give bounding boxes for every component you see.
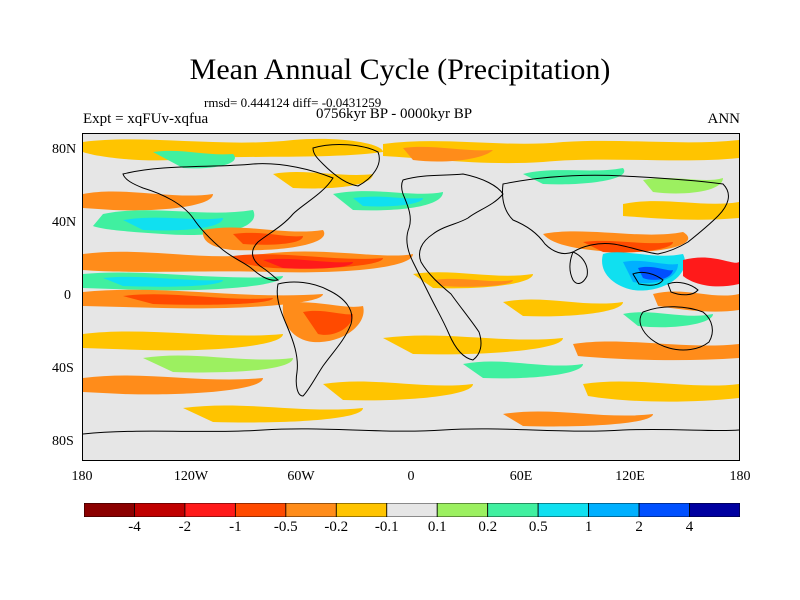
- map-panel: [82, 133, 740, 461]
- coastlines: [83, 144, 739, 435]
- lon-label-120w: 120W: [173, 469, 209, 484]
- colorbar-swatch: [184, 503, 236, 517]
- colorbar-label: 4: [685, 519, 694, 535]
- colorbar-label: 0.2: [478, 519, 498, 535]
- colorbar-label: 0.5: [528, 519, 548, 535]
- period-label: 0756kyr BP - 0000kyr BP: [316, 106, 473, 122]
- lon-label-60e: 60E: [509, 469, 533, 484]
- colorbar-swatch: [638, 503, 690, 517]
- lat-label-80s: 80S: [52, 434, 74, 449]
- colorbar-swatch: [436, 503, 489, 517]
- colorbar-label: 1: [584, 519, 593, 535]
- plot-title: Mean Annual Cycle (Precipitation): [189, 53, 611, 86]
- colorbar-label: -0.1: [374, 519, 399, 535]
- colorbar-swatch: [386, 503, 438, 517]
- stats-text: rmsd= 0.444124 diff= -0.0431259: [204, 95, 382, 110]
- colorbar-swatch: [285, 503, 337, 517]
- colorbar-label: -2: [178, 519, 192, 535]
- lon-label-180w: 180: [71, 469, 93, 484]
- lon-label-0: 0: [407, 469, 415, 484]
- lon-label-120e: 120E: [615, 469, 645, 484]
- colorbar-swatch: [84, 503, 135, 517]
- lat-label-40s: 40S: [52, 361, 74, 376]
- season-label: ANN: [707, 111, 741, 127]
- colorbar: [84, 503, 740, 517]
- lat-label-equator: 0: [64, 288, 71, 303]
- colorbar-swatch: [588, 503, 640, 517]
- colorbar-label: -0.2: [324, 519, 349, 535]
- colorbar-label: 2: [635, 519, 643, 535]
- colorbar-label: -4: [128, 519, 141, 535]
- colorbar-swatch: [487, 503, 539, 517]
- colorbar-swatch: [335, 503, 388, 517]
- lon-label-180e: 180: [729, 469, 751, 484]
- lon-label-60w: 60W: [287, 469, 315, 484]
- colorbar-label: 0.1: [427, 519, 447, 535]
- colorbar-swatch: [234, 503, 287, 517]
- colorbar-swatch: [537, 503, 590, 517]
- colorbar-swatch: [134, 503, 186, 517]
- experiment-label: Expt = xqFUv-xqfua: [83, 111, 209, 127]
- colorbar-label: -0.5: [273, 519, 298, 535]
- lat-label-40n: 40N: [52, 215, 77, 230]
- lat-label-80n: 80N: [52, 142, 77, 157]
- precipitation-map: [83, 134, 739, 460]
- colorbar-label: -1: [229, 519, 242, 535]
- colorbar-swatch: [689, 503, 740, 517]
